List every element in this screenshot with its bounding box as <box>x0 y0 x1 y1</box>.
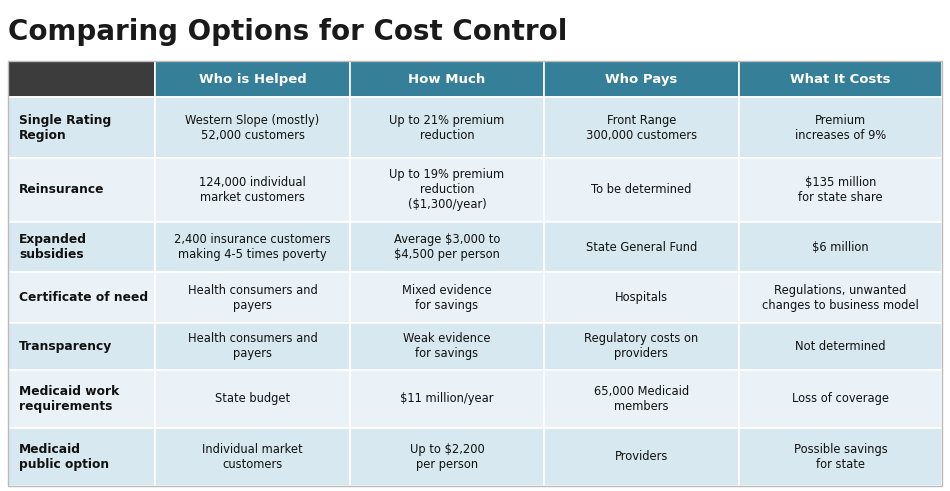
Bar <box>8 98 155 158</box>
Bar <box>738 98 942 158</box>
Text: State budget: State budget <box>215 392 290 405</box>
Text: Medicaid
public option: Medicaid public option <box>19 443 109 471</box>
Text: Regulations, unwanted
changes to business model: Regulations, unwanted changes to busines… <box>762 284 919 312</box>
Bar <box>155 323 350 370</box>
Text: 124,000 individual
market customers: 124,000 individual market customers <box>200 176 306 204</box>
Bar <box>738 370 942 428</box>
Text: Expanded
subsidies: Expanded subsidies <box>19 233 87 261</box>
Text: Transparency: Transparency <box>19 340 112 353</box>
Text: Average $3,000 to
$4,500 per person: Average $3,000 to $4,500 per person <box>393 233 500 261</box>
Bar <box>350 222 544 273</box>
Bar <box>8 222 155 273</box>
Text: Who Pays: Who Pays <box>605 73 677 86</box>
Bar <box>738 222 942 273</box>
Text: $11 million/year: $11 million/year <box>400 392 494 405</box>
Bar <box>8 158 155 222</box>
Text: Loss of coverage: Loss of coverage <box>792 392 889 405</box>
Bar <box>544 370 738 428</box>
Text: Mixed evidence
for savings: Mixed evidence for savings <box>402 284 492 312</box>
Text: Individual market
customers: Individual market customers <box>202 443 303 471</box>
Bar <box>8 273 155 323</box>
Text: Possible savings
for state: Possible savings for state <box>793 443 887 471</box>
Text: Premium
increases of 9%: Premium increases of 9% <box>795 113 886 141</box>
Text: Reinsurance: Reinsurance <box>19 183 104 196</box>
Text: Single Rating
Region: Single Rating Region <box>19 113 111 141</box>
Bar <box>155 158 350 222</box>
Text: How Much: How Much <box>408 73 485 86</box>
Text: Regulatory costs on
providers: Regulatory costs on providers <box>584 332 698 360</box>
Text: Who is Helped: Who is Helped <box>199 73 307 86</box>
Bar <box>738 273 942 323</box>
Bar <box>8 61 942 486</box>
Text: Hospitals: Hospitals <box>615 291 668 304</box>
Bar <box>350 428 544 486</box>
Bar <box>544 158 738 222</box>
Bar <box>544 323 738 370</box>
Text: Medicaid work
requirements: Medicaid work requirements <box>19 384 120 412</box>
Bar <box>738 428 942 486</box>
Bar <box>350 98 544 158</box>
Text: State General Fund: State General Fund <box>586 241 697 253</box>
Bar <box>8 323 155 370</box>
Text: Comparing Options for Cost Control: Comparing Options for Cost Control <box>8 18 567 46</box>
Bar <box>155 273 350 323</box>
Text: Providers: Providers <box>615 450 668 464</box>
Bar <box>155 98 350 158</box>
Bar <box>155 370 350 428</box>
Text: $135 million
for state share: $135 million for state share <box>798 176 883 204</box>
Text: Certificate of need: Certificate of need <box>19 291 148 304</box>
Bar <box>544 61 738 98</box>
Bar <box>738 323 942 370</box>
Bar <box>738 158 942 222</box>
Bar <box>350 370 544 428</box>
Bar <box>8 428 155 486</box>
Text: Western Slope (mostly)
52,000 customers: Western Slope (mostly) 52,000 customers <box>185 113 319 141</box>
Text: Up to 21% premium
reduction: Up to 21% premium reduction <box>390 113 504 141</box>
Text: Up to $2,200
per person: Up to $2,200 per person <box>409 443 484 471</box>
Bar <box>155 428 350 486</box>
Text: Up to 19% premium
reduction
($1,300/year): Up to 19% premium reduction ($1,300/year… <box>390 168 504 211</box>
Bar <box>350 323 544 370</box>
Text: $6 million: $6 million <box>812 241 869 253</box>
Text: Front Range
300,000 customers: Front Range 300,000 customers <box>586 113 697 141</box>
Text: To be determined: To be determined <box>591 183 692 196</box>
Bar <box>544 428 738 486</box>
Text: 65,000 Medicaid
members: 65,000 Medicaid members <box>594 384 689 412</box>
Bar <box>350 158 544 222</box>
Bar <box>155 222 350 273</box>
Bar <box>155 61 350 98</box>
Bar <box>544 273 738 323</box>
Text: Not determined: Not determined <box>795 340 885 353</box>
Text: What It Costs: What It Costs <box>790 73 891 86</box>
Bar <box>544 222 738 273</box>
Text: Health consumers and
payers: Health consumers and payers <box>188 284 317 312</box>
Bar <box>350 273 544 323</box>
Bar <box>8 61 155 98</box>
Bar <box>350 61 544 98</box>
Text: 2,400 insurance customers
making 4-5 times poverty: 2,400 insurance customers making 4-5 tim… <box>174 233 331 261</box>
Text: Weak evidence
for savings: Weak evidence for savings <box>403 332 491 360</box>
Bar <box>738 61 942 98</box>
Text: Health consumers and
payers: Health consumers and payers <box>188 332 317 360</box>
Bar <box>544 98 738 158</box>
Bar <box>8 370 155 428</box>
